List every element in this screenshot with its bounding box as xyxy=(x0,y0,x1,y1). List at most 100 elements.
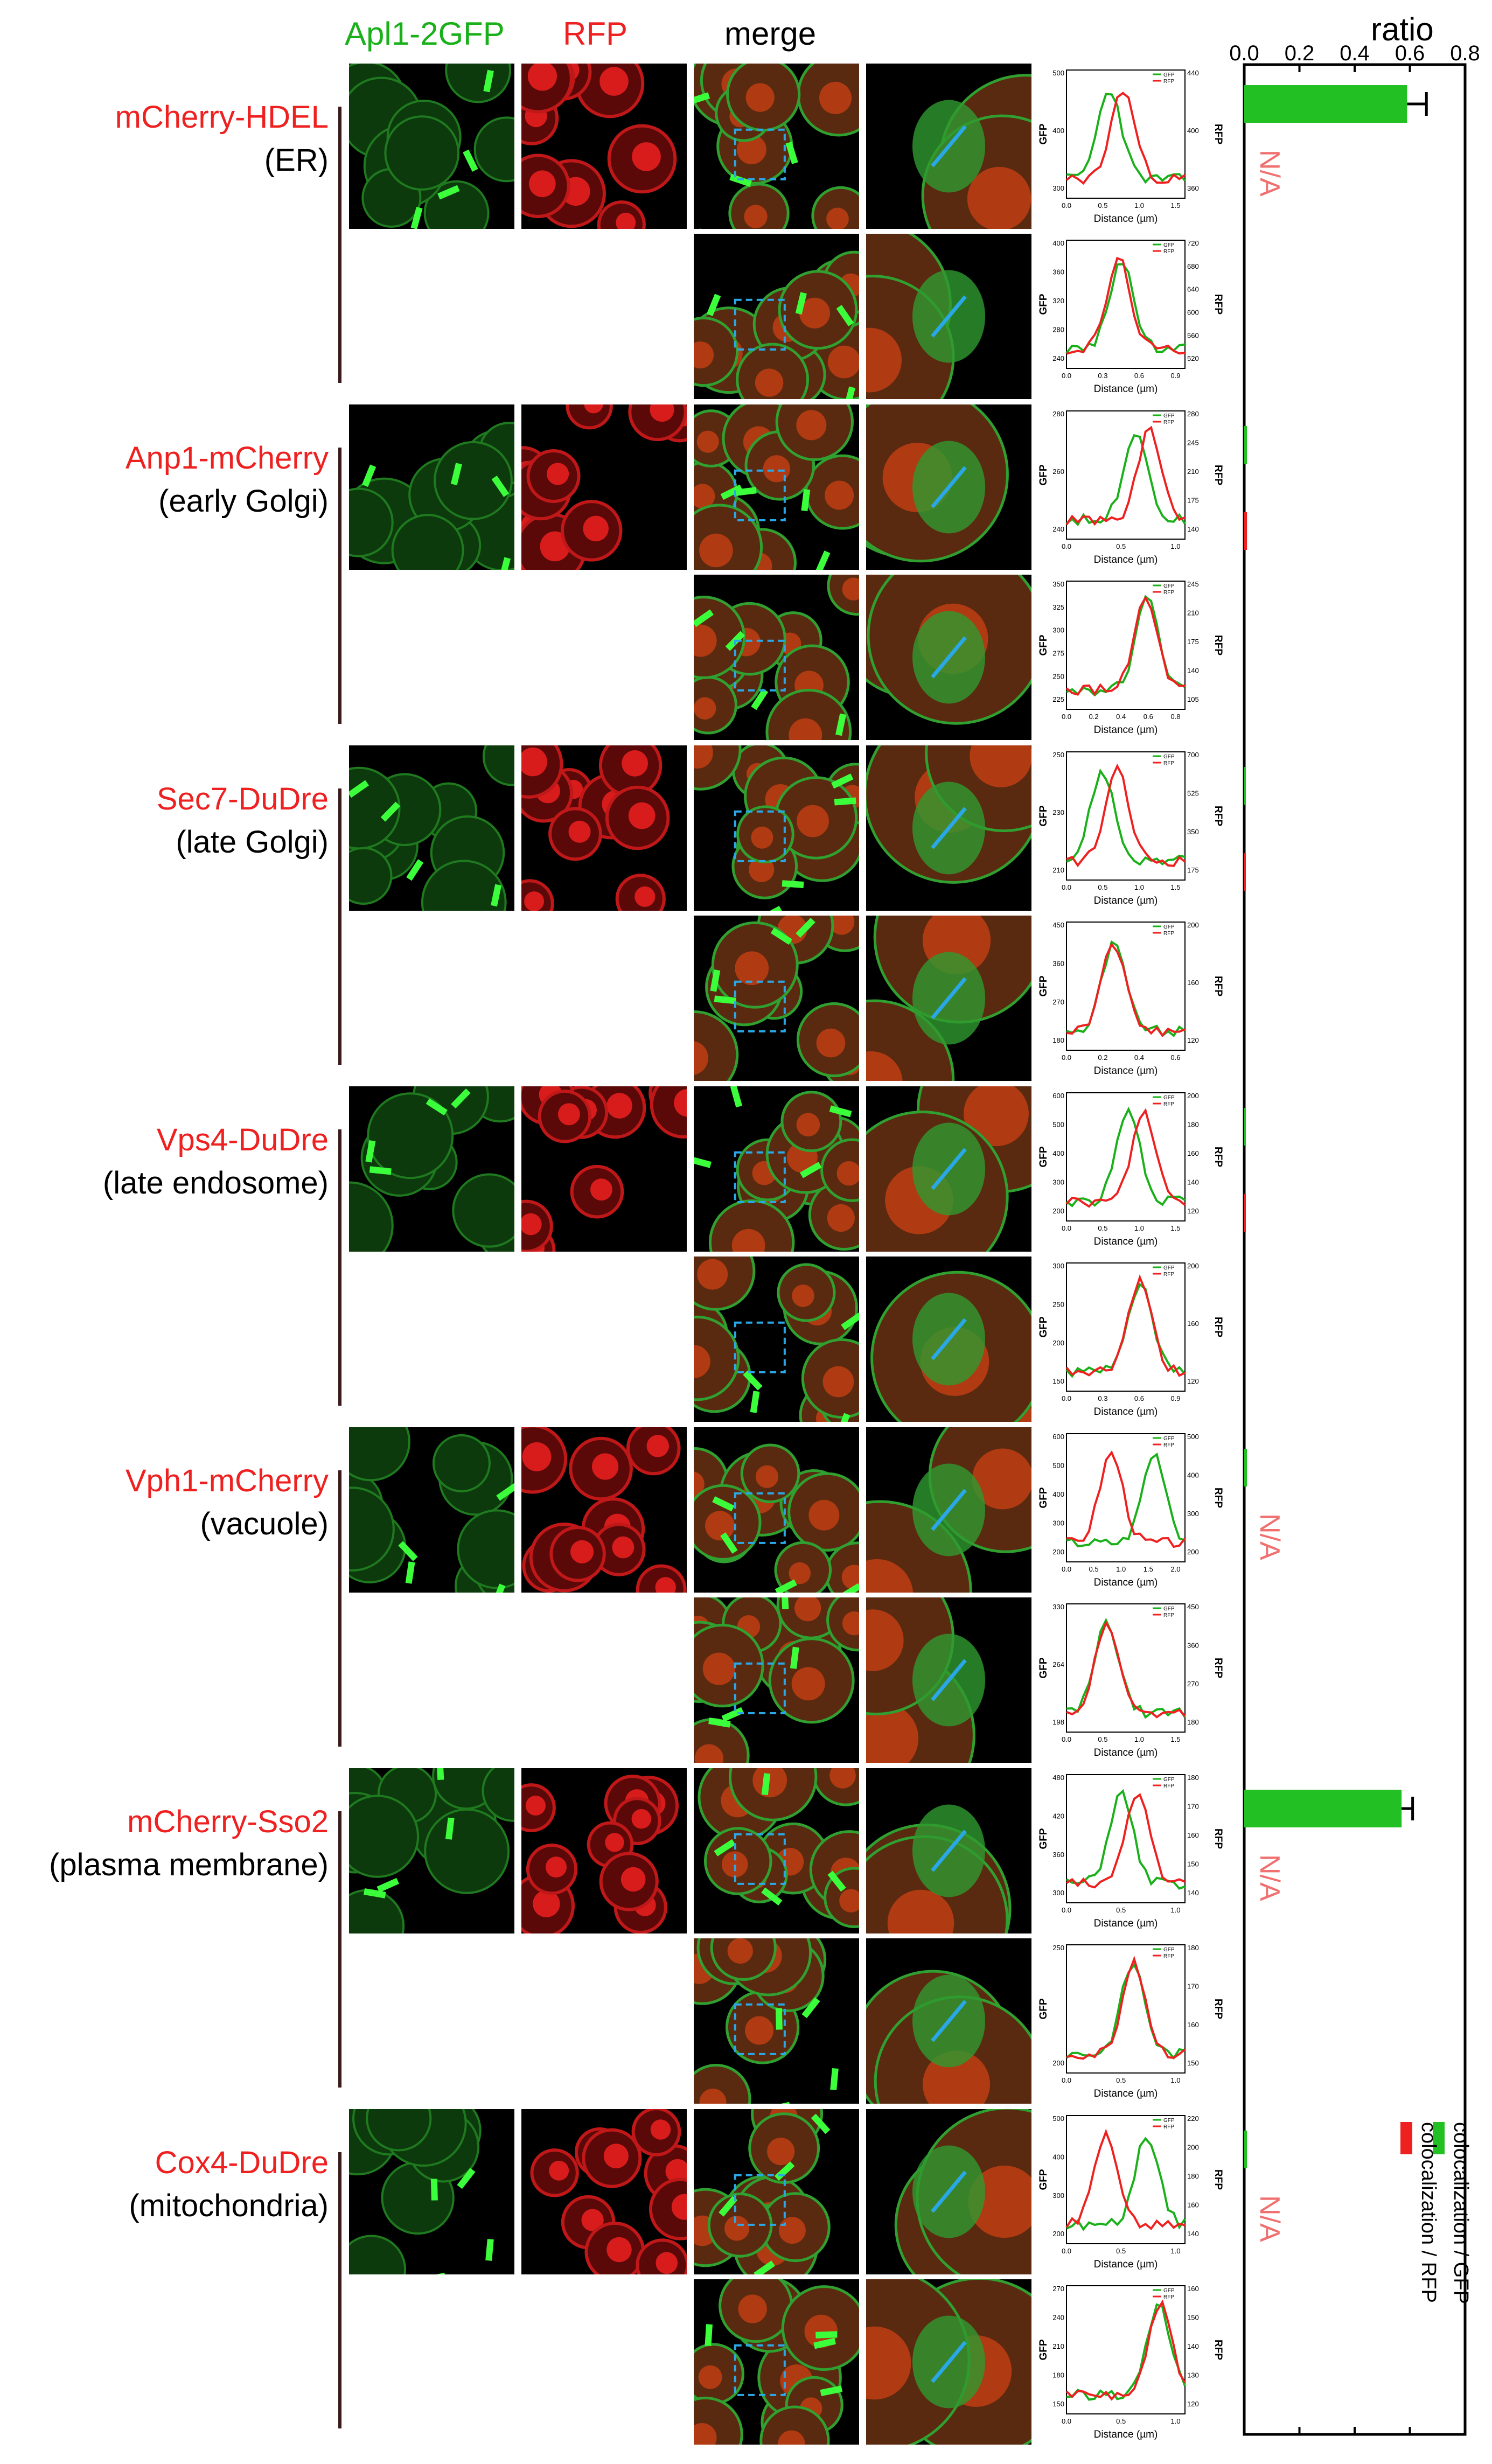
x-tick: 0.4 xyxy=(1134,1053,1144,1062)
zoom-image xyxy=(866,1427,1031,1593)
na-label: N/A xyxy=(1254,1854,1285,1901)
rfp-tick: 245 xyxy=(1187,439,1199,447)
rfp-tick: 680 xyxy=(1187,262,1199,270)
gfp-trace xyxy=(1066,93,1186,184)
rfp-tick: 160 xyxy=(1187,2285,1199,2293)
x-tick: 2.0 xyxy=(1170,1565,1180,1573)
x-axis-label: Distance (µm) xyxy=(1094,1236,1158,1247)
rfp-tick: 600 xyxy=(1187,309,1199,317)
rfp-tick: 200 xyxy=(1187,1262,1199,1270)
rfp-ratio-bar xyxy=(1244,512,1247,550)
rfp-trace xyxy=(1065,1793,1186,1889)
na-label: N/A xyxy=(1254,150,1285,197)
ratio-tick: 0.6 xyxy=(1395,43,1425,65)
gfp-tick: 150 xyxy=(1052,2400,1064,2408)
y-left-label: GFP xyxy=(1038,294,1049,315)
x-tick: 0.0 xyxy=(1062,883,1071,891)
rfp-tick: 350 xyxy=(1187,828,1199,836)
gfp-tick: 420 xyxy=(1052,1812,1064,1820)
merge-image xyxy=(694,64,859,229)
intensity-profile: 480 420 360 300 180 170 160 150 140 0.0 0.5 1.0 Dist… xyxy=(1038,1774,1223,1929)
x-tick: 0.5 xyxy=(1116,2247,1126,2255)
rfp-tick: 175 xyxy=(1187,638,1199,646)
row-label: Vph1-mCherry (vacuole) xyxy=(0,1460,329,1546)
x-tick: 1.0 xyxy=(1170,2247,1180,2255)
legend-gfp: GFP xyxy=(1163,2288,1175,2294)
gfp-tick: 240 xyxy=(1052,354,1064,362)
merge-image xyxy=(694,1427,859,1593)
rfp-tick: 140 xyxy=(1187,525,1199,533)
location-name: (plasma membrane) xyxy=(49,1847,329,1882)
na-label: N/A xyxy=(1254,1513,1285,1560)
rfp-tick: 220 xyxy=(1187,2114,1199,2123)
x-tick: 1.5 xyxy=(1170,1735,1180,1743)
gfp-trace xyxy=(1066,940,1186,1037)
row-bracket xyxy=(338,1129,341,1406)
gfp-tick: 210 xyxy=(1052,2342,1064,2350)
rfp-tick: 200 xyxy=(1187,2144,1199,2152)
rfp-tick: 200 xyxy=(1187,1548,1199,1556)
y-left-label: GFP xyxy=(1038,1487,1049,1508)
gfp-image xyxy=(349,404,514,570)
y-right-label: RFP xyxy=(1212,294,1223,315)
rfp-tick: 160 xyxy=(1187,1149,1199,1157)
rfp-tick: 175 xyxy=(1187,497,1199,505)
zoom-image xyxy=(866,234,1031,399)
rfp-ratio-bar xyxy=(1244,1194,1246,1232)
ratio-tick: 0.8 xyxy=(1450,43,1480,65)
rfp-tick: 700 xyxy=(1187,751,1199,759)
y-right-label: RFP xyxy=(1212,1999,1223,2019)
zoom-image xyxy=(866,2279,1031,2445)
legend-gfp: GFP xyxy=(1163,754,1175,760)
x-tick: 0.9 xyxy=(1170,372,1180,380)
marker-name: Vph1-mCherry xyxy=(125,1463,329,1498)
location-name: (late endosome) xyxy=(102,1165,329,1200)
y-left-label: GFP xyxy=(1038,1828,1049,1849)
legend-rfp: RFP xyxy=(1163,2124,1174,2130)
gfp-tick: 600 xyxy=(1052,1433,1064,1441)
rfp-trace xyxy=(1066,256,1186,355)
x-tick: 1.0 xyxy=(1170,2076,1180,2084)
gfp-tick: 200 xyxy=(1052,1207,1064,1215)
x-tick: 0.5 xyxy=(1098,201,1107,210)
y-right-label: RFP xyxy=(1212,635,1223,655)
x-tick: 0.0 xyxy=(1062,1224,1071,1232)
header-gfp: Apl1-2GFP xyxy=(345,16,505,52)
gfp-tick: 320 xyxy=(1052,297,1064,305)
rfp-tick: 160 xyxy=(1187,2021,1199,2029)
x-tick: 1.0 xyxy=(1134,883,1144,891)
y-left-label: GFP xyxy=(1038,123,1049,144)
merge-image xyxy=(694,575,859,740)
x-tick: 1.5 xyxy=(1170,1224,1180,1232)
x-tick: 1.5 xyxy=(1170,201,1180,210)
gfp-trace xyxy=(1065,1963,1186,2060)
gfp-tick: 500 xyxy=(1052,2114,1064,2123)
rfp-tick: 120 xyxy=(1187,1377,1199,1385)
zoom-image xyxy=(866,1257,1031,1422)
intensity-profile: 450 360 270 180 200 160 120 0.0 0.2 0.4 0.6 Distanc… xyxy=(1038,921,1223,1077)
row-label: Sec7-DuDre (late Golgi) xyxy=(0,778,329,864)
legend-gfp: GFP xyxy=(1163,1777,1175,1783)
rfp-image xyxy=(521,404,687,570)
rfp-trace xyxy=(1065,92,1186,185)
gfp-tick: 250 xyxy=(1052,1300,1064,1308)
gfp-trace xyxy=(1066,2137,1186,2231)
rfp-tick: 500 xyxy=(1187,1433,1199,1441)
y-left-label: GFP xyxy=(1038,805,1049,826)
gfp-tick: 500 xyxy=(1052,69,1064,77)
x-tick: 0.5 xyxy=(1116,2076,1126,2084)
rfp-tick: 160 xyxy=(1187,2201,1199,2209)
x-tick: 0.5 xyxy=(1089,1565,1099,1573)
legend-rfp: RFP xyxy=(1163,249,1174,255)
y-right-label: RFP xyxy=(1212,806,1223,826)
legend-rfp: RFP xyxy=(1163,1272,1174,1278)
gfp-tick: 250 xyxy=(1052,1944,1064,1952)
gfp-image xyxy=(349,1086,514,1252)
gfp-tick: 180 xyxy=(1052,1036,1064,1044)
y-left-label: GFP xyxy=(1038,2339,1049,2360)
x-tick: 0.0 xyxy=(1062,713,1071,721)
rfp-tick: 640 xyxy=(1187,285,1199,294)
x-axis-label: Distance (µm) xyxy=(1094,1065,1158,1077)
rfp-tick: 300 xyxy=(1187,1510,1199,1518)
x-tick: 1.0 xyxy=(1134,1224,1144,1232)
